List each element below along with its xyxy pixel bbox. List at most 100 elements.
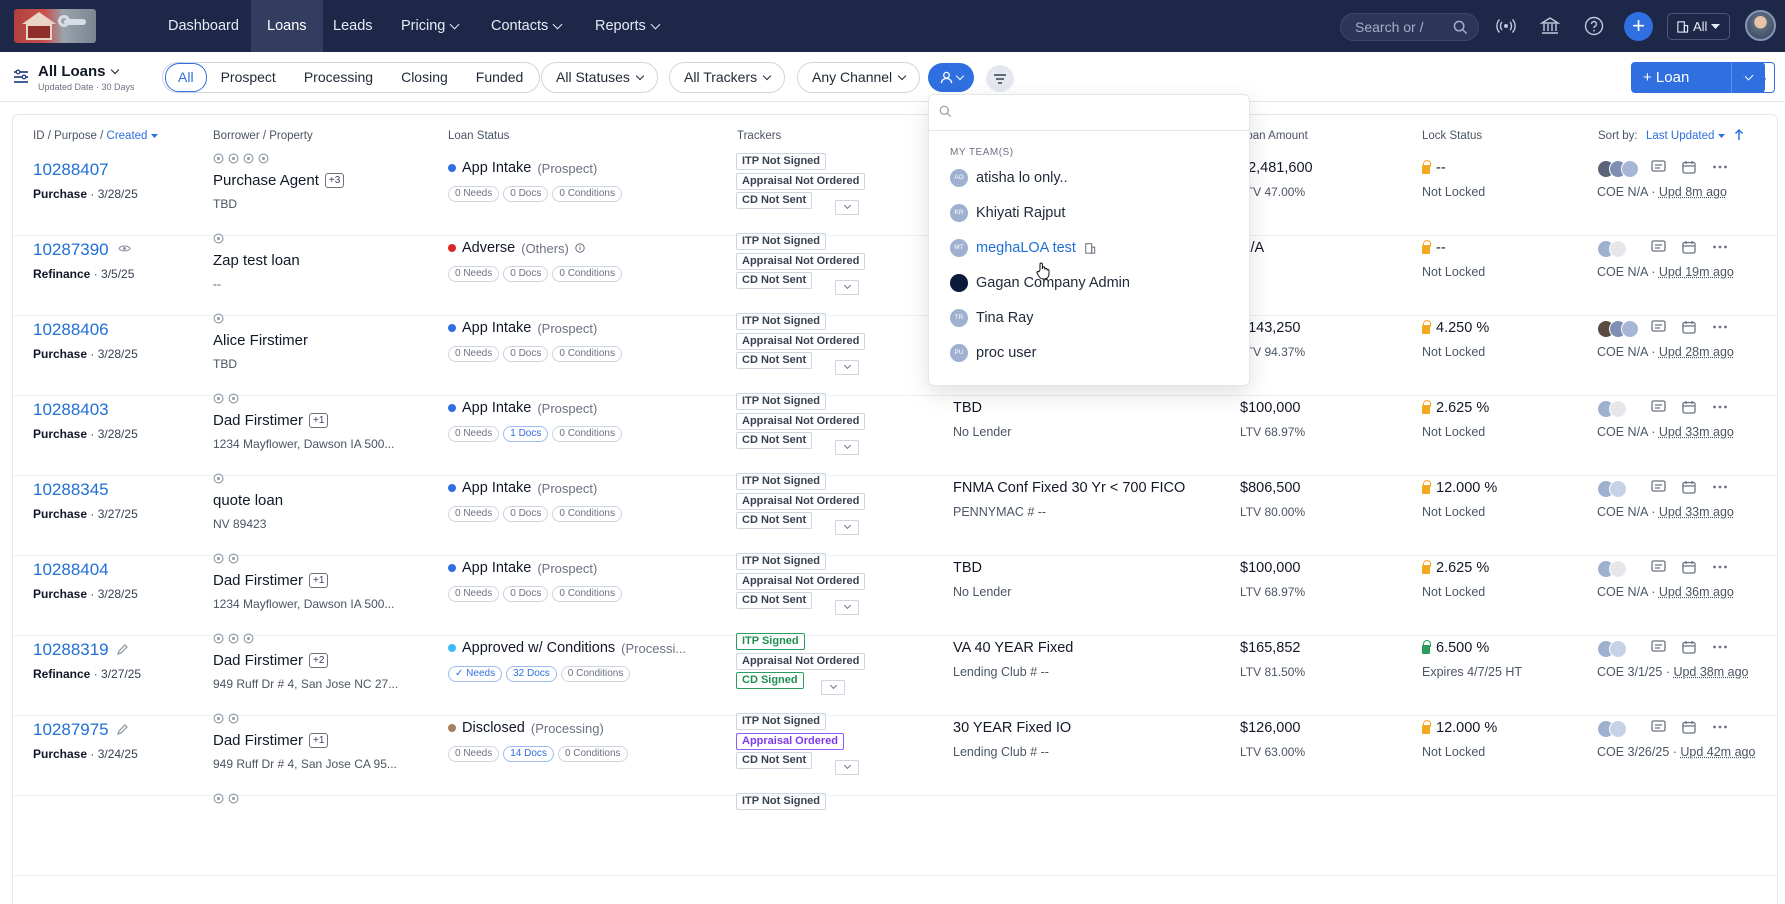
- pencil-icon[interactable]: [116, 724, 128, 736]
- message-icon[interactable]: [1651, 240, 1666, 254]
- table-row[interactable]: 10287975 Purchase · 3/24/25 Dad Firstimer +…: [13, 705, 1777, 796]
- calendar-icon[interactable]: [1682, 400, 1696, 414]
- nav-reports[interactable]: Reports: [581, 0, 673, 52]
- team-avatar[interactable]: [1609, 480, 1627, 498]
- tracker-badge[interactable]: ITP Not Signed: [736, 473, 827, 490]
- team-avatars[interactable]: [1597, 480, 1627, 498]
- nav-loans[interactable]: Loans: [251, 0, 323, 52]
- message-icon[interactable]: [1651, 400, 1666, 414]
- needs-docs-chip[interactable]: 0 Needs: [448, 586, 500, 602]
- table-row[interactable]: 10288403 Purchase · 3/28/25 Dad Firstimer +…: [13, 385, 1777, 476]
- tracker-badge[interactable]: ITP Not Signed: [736, 233, 827, 250]
- loan-id-link[interactable]: 10287975: [33, 720, 109, 739]
- broadcast-icon[interactable]: [1495, 15, 1517, 37]
- sort-by-dropdown[interactable]: Last Updated: [1646, 130, 1725, 142]
- tracker-expand-button[interactable]: [835, 280, 859, 295]
- needs-docs-chip[interactable]: 0 Docs: [503, 346, 549, 362]
- nav-contacts[interactable]: Contacts: [477, 0, 575, 52]
- team-avatars[interactable]: [1597, 560, 1627, 578]
- needs-docs-chip[interactable]: 0 Docs: [503, 586, 549, 602]
- borrower-name[interactable]: Alice Firstimer: [213, 332, 309, 349]
- message-icon[interactable]: [1651, 320, 1666, 334]
- stage-pill-closing[interactable]: Closing: [401, 69, 448, 85]
- needs-docs-chip[interactable]: 0 Conditions: [552, 186, 622, 202]
- list-menu-icon[interactable]: [12, 68, 30, 86]
- user-filter-button[interactable]: [928, 63, 974, 92]
- calendar-icon[interactable]: [1682, 640, 1696, 654]
- user-avatar[interactable]: [1745, 10, 1776, 41]
- table-row[interactable]: 10287390 Refinance · 3/5/25 Zap test loan -…: [13, 225, 1777, 316]
- team-avatar[interactable]: [1621, 160, 1639, 178]
- calendar-icon[interactable]: [1682, 560, 1696, 574]
- team-member-item[interactable]: KR Khiyati Rajput: [950, 202, 1065, 224]
- stage-pill-funded[interactable]: Funded: [475, 69, 524, 85]
- tracker-badge[interactable]: ITP Signed: [736, 633, 805, 650]
- needs-docs-chip[interactable]: 0 Conditions: [552, 266, 622, 282]
- more-options-icon[interactable]: [1712, 720, 1728, 734]
- borrower-name[interactable]: Purchase Agent +3: [213, 172, 345, 189]
- loan-id-link[interactable]: 10288407: [33, 160, 109, 179]
- needs-docs-chip[interactable]: 0 Needs: [448, 346, 500, 362]
- borrower-name[interactable]: quote loan: [213, 492, 284, 509]
- tracker-badge[interactable]: CD Signed: [736, 672, 804, 689]
- col-header-borrower[interactable]: Borrower / Property: [213, 130, 313, 142]
- loan-id-link[interactable]: 10288403: [33, 400, 109, 419]
- team-avatars[interactable]: [1597, 720, 1627, 738]
- message-icon[interactable]: [1651, 720, 1666, 734]
- needs-docs-chip[interactable]: 0 Needs: [448, 506, 500, 522]
- message-icon[interactable]: [1651, 160, 1666, 174]
- view-selector[interactable]: All Loans: [38, 63, 119, 80]
- tracker-expand-button[interactable]: [835, 360, 859, 375]
- more-options-icon[interactable]: [1712, 480, 1728, 494]
- table-row[interactable]: 10288406 Purchase · 3/28/25 Alice Firstime…: [13, 305, 1777, 396]
- tracker-badge[interactable]: ITP Not Signed: [736, 713, 827, 730]
- calendar-icon[interactable]: [1682, 320, 1696, 334]
- tracker-badge[interactable]: CD Not Sent: [736, 752, 813, 769]
- tracker-badge[interactable]: Appraisal Not Ordered: [736, 412, 866, 430]
- table-row[interactable]: 10288404 Purchase · 3/28/25 Dad Firstimer +…: [13, 545, 1777, 636]
- col-header-trackers[interactable]: Trackers: [737, 130, 782, 142]
- col-header-lock[interactable]: Lock Status: [1422, 130, 1483, 142]
- col-header-status[interactable]: Loan Status: [448, 130, 510, 142]
- loan-id-link[interactable]: 10287390: [33, 240, 109, 259]
- info-icon[interactable]: [575, 243, 585, 253]
- borrower-name[interactable]: Zap test loan: [213, 252, 300, 269]
- team-member-item[interactable]: Gagan Company Admin: [950, 272, 1130, 294]
- team-avatar[interactable]: [1609, 400, 1627, 418]
- team-member-item[interactable]: AO atisha lo only..: [950, 167, 1068, 189]
- more-options-icon[interactable]: [1712, 160, 1728, 174]
- stage-pill-processing[interactable]: Processing: [303, 69, 374, 85]
- team-member-item[interactable]: TR Tina Ray: [950, 307, 1033, 329]
- tracker-badge[interactable]: ITP Not Signed: [736, 553, 827, 570]
- team-avatar[interactable]: [1609, 640, 1627, 658]
- tracker-expand-button[interactable]: [835, 200, 859, 215]
- tracker-badge[interactable]: Appraisal Not Ordered: [736, 252, 866, 270]
- borrower-name[interactable]: Dad Firstimer +2: [213, 652, 329, 669]
- eye-icon[interactable]: [118, 244, 131, 253]
- calendar-icon[interactable]: [1682, 240, 1696, 254]
- team-avatar[interactable]: [1609, 720, 1627, 738]
- table-row[interactable]: 10288345 Purchase · 3/27/25 quote loan NV 8…: [13, 465, 1777, 556]
- help-icon[interactable]: [1583, 15, 1605, 37]
- tracker-badge[interactable]: Appraisal Not Ordered: [736, 652, 866, 670]
- needs-docs-chip[interactable]: 0 Conditions: [557, 746, 628, 762]
- borrower-name[interactable]: Dad Firstimer +1: [213, 412, 329, 429]
- tracker-badge[interactable]: Appraisal Not Ordered: [736, 572, 866, 590]
- tracker-badge[interactable]: CD Not Sent: [736, 272, 813, 289]
- needs-docs-chip[interactable]: 0 Docs: [503, 266, 549, 282]
- table-row[interactable]: 10288319 Refinance · 3/27/25 Dad Firstimer…: [13, 625, 1777, 716]
- team-avatars[interactable]: [1597, 400, 1627, 418]
- tracker-badge[interactable]: ITP Not Signed: [736, 313, 827, 330]
- tracker-badge[interactable]: CD Not Sent: [736, 512, 813, 529]
- needs-docs-chip[interactable]: 0 Conditions: [560, 666, 631, 682]
- needs-docs-chip[interactable]: 0 Conditions: [552, 586, 622, 602]
- needs-docs-chip[interactable]: 0 Conditions: [552, 346, 622, 362]
- team-avatars[interactable]: [1597, 640, 1627, 658]
- team-avatar[interactable]: [1609, 240, 1627, 258]
- needs-docs-chip[interactable]: 0 Docs: [503, 506, 549, 522]
- tracker-badge[interactable]: CD Not Sent: [736, 192, 813, 209]
- tracker-expand-button[interactable]: [821, 680, 845, 695]
- advanced-filter-button[interactable]: [986, 65, 1014, 92]
- team-avatars[interactable]: [1597, 240, 1627, 258]
- needs-docs-chip[interactable]: 0 Needs: [448, 426, 500, 442]
